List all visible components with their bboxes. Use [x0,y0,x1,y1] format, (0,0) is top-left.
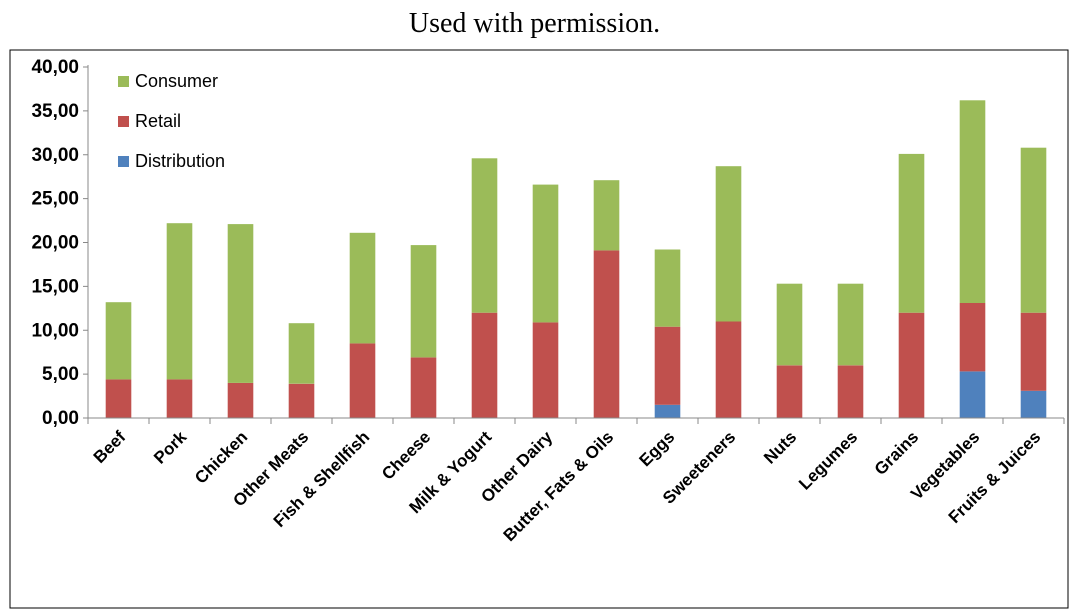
y-tick-label: 5,00 [42,364,79,385]
bar-consumer-9 [654,249,681,327]
bar-retail-7 [532,322,559,418]
legend-swatch-consumer [118,76,129,87]
bar-retail-3 [288,383,315,418]
y-tick-label: 30,00 [31,145,79,166]
bar-retail-11 [776,365,803,418]
y-tick-label: 20,00 [31,233,79,254]
bar-distribution-9 [654,404,681,418]
chart-frame [9,49,1069,609]
legend-label-consumer: Consumer [135,71,218,91]
bar-consumer-7 [532,184,559,323]
y-tick-label: 15,00 [31,276,79,297]
bar-retail-13 [898,312,925,418]
bar-consumer-3 [288,323,315,384]
x-tick-label: Cheese [378,427,434,483]
bar-consumer-5 [410,245,437,358]
x-tick-label: Chicken [191,427,251,487]
bar-retail-8 [593,250,620,418]
bar-retail-4 [349,343,376,418]
bar-consumer-6 [471,158,498,313]
x-tick-label: Legumes [795,427,861,493]
bar-consumer-12 [837,283,864,366]
bar-retail-0 [105,379,132,418]
y-tick-label: 10,00 [31,320,79,341]
bar-distribution-15 [1020,390,1047,418]
bar-consumer-4 [349,232,376,344]
bar-retail-6 [471,312,498,418]
bar-consumer-2 [227,224,254,383]
x-tick-label: Grains [871,427,923,479]
y-tick-label: 25,00 [31,189,79,210]
x-tick-label: Pork [150,427,191,468]
bar-retail-9 [654,326,681,405]
x-tick-label: Eggs [636,427,679,470]
y-tick-label: 40,00 [31,57,79,78]
legend-label-retail: Retail [135,111,181,131]
x-tick-label: Butter, Fats & Oils [500,427,618,545]
bar-retail-10 [715,321,742,418]
bar-distribution-14 [959,371,986,418]
bar-retail-12 [837,365,864,418]
bar-consumer-0 [105,302,132,380]
bar-consumer-14 [959,100,986,303]
bar-retail-2 [227,382,254,418]
x-tick-label: Nuts [760,427,800,467]
legend-swatch-retail [118,116,129,127]
y-tick-label: 35,00 [31,101,79,122]
bar-retail-15 [1020,312,1047,391]
x-tick-label: Beef [90,427,130,467]
bar-consumer-13 [898,153,925,313]
bar-consumer-15 [1020,147,1047,313]
bar-retail-1 [166,379,193,418]
y-tick-label: 0,00 [42,408,79,429]
bar-consumer-10 [715,166,742,322]
bar-retail-14 [959,303,986,372]
bar-retail-5 [410,357,437,418]
bar-consumer-8 [593,180,620,251]
legend-swatch-distribution [118,156,129,167]
bar-consumer-11 [776,283,803,366]
legend-label-distribution: Distribution [135,151,225,171]
caption: Used with permission. [408,8,661,39]
bar-consumer-1 [166,223,193,380]
